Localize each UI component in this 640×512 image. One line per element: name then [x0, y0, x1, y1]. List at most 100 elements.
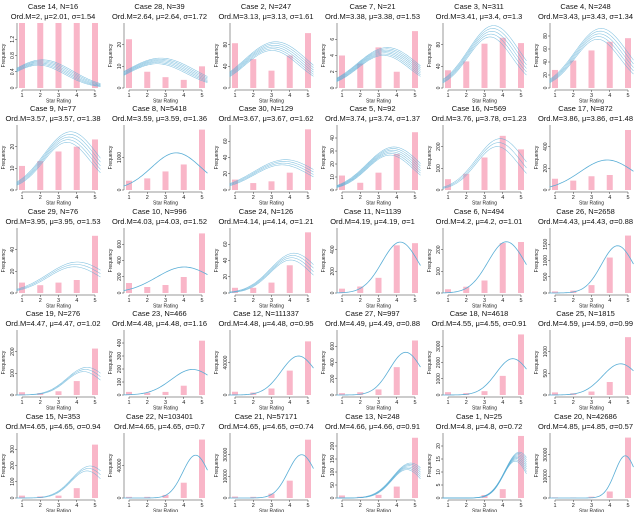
x-tick-label: 4 — [182, 93, 185, 99]
chart-panel: 0 200 400 600 Frequency 1 2 3 4 5 Star Rating Case … — [320, 307, 426, 412]
bar — [375, 389, 381, 396]
chart-panel: 0 200 400 Frequency 1 2 3 4 5 Star Rating Case 11,… — [320, 205, 426, 309]
bar — [411, 437, 418, 498]
density-curve — [335, 52, 421, 81]
y-tick-label: 0 — [223, 496, 229, 499]
density-curve — [122, 58, 208, 79]
bar — [588, 496, 594, 498]
bar — [92, 139, 98, 191]
bar — [143, 286, 150, 293]
panel-subtitle: Ord.M=3.57, μ=3.57, σ=1.38 — [5, 114, 101, 124]
x-tick-label: 2 — [145, 195, 148, 201]
x-tick-label: 3 — [376, 503, 379, 509]
x-tick-label: 1 — [20, 298, 23, 304]
y-tick-label: 0 — [10, 496, 16, 499]
bar — [198, 340, 205, 396]
density-curve — [335, 55, 421, 83]
x-tick-label: 5 — [306, 195, 309, 201]
chart-panel: 0 100 200 300 400 Frequency 1 2 3 4 5 Star Rating Ca… — [107, 307, 213, 412]
panel-title: Case 24, N=126 — [238, 206, 294, 216]
x-tick-label: 5 — [519, 503, 522, 509]
y-tick-label: 0 — [117, 189, 123, 192]
y-tick-label: 3000 — [436, 341, 442, 352]
chart-panel: 0 500 1000 1500 Frequency 1 2 3 4 5 Star Rating Cas… — [533, 205, 639, 309]
bar — [92, 348, 98, 396]
y-tick-label: 30000 — [543, 447, 549, 461]
x-tick-label: 3 — [163, 400, 166, 406]
y-tick-label: 400 — [330, 245, 336, 254]
bar — [37, 284, 44, 293]
x-tick-label: 1 — [446, 195, 449, 201]
x-axis-label: Star Rating — [152, 303, 177, 309]
x-tick-label: 1 — [127, 400, 130, 406]
density-curve — [122, 61, 208, 81]
x-tick-label: 2 — [358, 400, 361, 406]
bar — [356, 63, 363, 88]
x-axis-label: Star Rating — [578, 406, 603, 412]
y-tick-label: 40 — [10, 246, 16, 252]
density-curve — [229, 453, 314, 498]
bar — [445, 70, 451, 88]
density-curve — [335, 48, 421, 80]
chart-panel: 0 10000 30000 Frequency 1 2 3 4 5 Star Rating Case… — [213, 410, 319, 512]
x-tick-label: 5 — [93, 93, 96, 99]
x-tick-label: 2 — [39, 195, 42, 201]
bar — [250, 59, 257, 88]
y-tick-label: 1.2 — [10, 36, 16, 43]
y-tick-label: 300 — [117, 352, 123, 361]
chart-panel: 0 100 200 Frequency 1 2 3 4 5 Star Rating Case 6, … — [426, 205, 532, 309]
bar — [198, 130, 205, 191]
bar — [411, 31, 418, 88]
y-tick-label: 60 — [223, 241, 229, 247]
bar — [162, 77, 168, 88]
bar — [445, 179, 451, 191]
density-curve — [123, 454, 208, 498]
x-tick-label: 4 — [608, 195, 611, 201]
x-tick-label: 4 — [288, 298, 291, 304]
x-tick-label: 2 — [252, 400, 255, 406]
x-tick-label: 3 — [270, 298, 273, 304]
y-tick-label: 200 — [10, 461, 16, 470]
density-curve — [229, 163, 314, 186]
y-tick-label: 0 — [223, 394, 229, 397]
x-axis-label: Star Rating — [152, 508, 177, 512]
bar — [551, 179, 558, 191]
bar — [19, 495, 25, 498]
panel-title: Case 28, N=39 — [134, 2, 185, 11]
bar — [143, 392, 150, 396]
chart-panel: 0 40000 Frequency 1 2 3 4 5 Star Rating Case 12, … — [213, 307, 319, 412]
chart-panel: 0 10 20 Frequency 1 2 3 4 5 Star Rating Case 28, N… — [107, 0, 213, 105]
bar — [73, 147, 80, 191]
y-tick-label: 5 — [436, 483, 442, 486]
y-axis-label: Frequency — [1, 43, 7, 67]
x-tick-label: 5 — [306, 93, 309, 99]
x-axis-label: Star Rating — [365, 508, 390, 512]
y-axis-label: Frequency — [534, 43, 540, 67]
x-axis-label: Star Rating — [472, 99, 497, 105]
panel-subtitle: Ord.M=4.19, μ=4.19, σ=1 — [330, 216, 415, 226]
bar — [232, 43, 238, 88]
y-tick-label: 600 — [330, 342, 336, 351]
bar — [481, 157, 488, 191]
x-tick-label: 3 — [483, 93, 486, 99]
y-tick-label: 20 — [117, 42, 123, 48]
y-axis-label: Frequency — [534, 350, 540, 374]
y-tick-label: 0 — [223, 189, 229, 192]
panel-subtitle: Ord.M=4.2, μ=4.2, σ=1.01 — [435, 216, 523, 226]
y-tick-label: 200 — [330, 375, 336, 384]
y-tick-label: 60 — [543, 46, 549, 52]
bar — [624, 235, 631, 293]
bar — [606, 257, 613, 293]
x-tick-label: 5 — [626, 503, 629, 509]
bar — [588, 284, 594, 293]
bar — [518, 334, 524, 396]
x-tick-label: 3 — [57, 503, 60, 509]
x-tick-label: 1 — [340, 93, 343, 99]
y-tick-label: 20 — [436, 443, 442, 449]
density-curve — [16, 263, 101, 291]
y-tick-label: 400 — [117, 339, 123, 348]
